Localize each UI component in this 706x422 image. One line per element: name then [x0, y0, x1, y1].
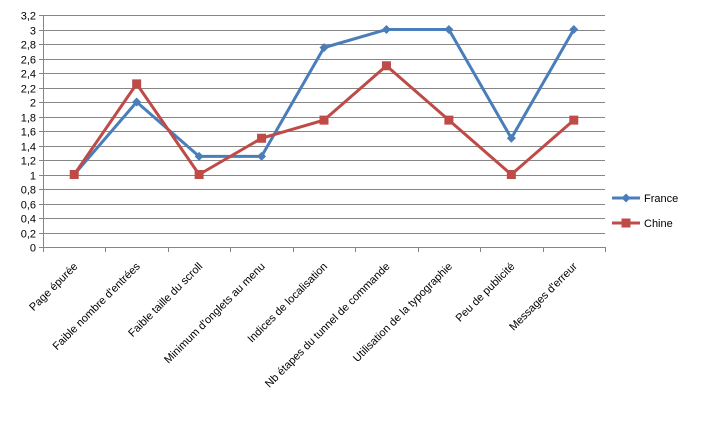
y-tick-label: 2: [30, 98, 36, 110]
y-tick-label: 2,8: [21, 40, 36, 52]
x-tick-label: Nb étapes du tunnel de commande: [263, 261, 393, 391]
axes: [39, 15, 606, 252]
x-tick-label: Minimum d'onglets au menu: [162, 261, 268, 367]
series-chine: [69, 61, 579, 179]
data-point: [381, 25, 391, 34]
data-point: [569, 25, 579, 34]
y-tick-label: 1,6: [21, 127, 36, 139]
y-tick-label: 2,4: [21, 69, 36, 81]
data-point: [569, 115, 579, 125]
series: [69, 25, 579, 179]
legend-label: France: [644, 193, 678, 205]
x-tick-label: Page épurée: [27, 261, 80, 314]
y-tick-label: 1: [30, 171, 36, 183]
y-tick-label: 3: [30, 26, 36, 38]
y-tick-label: 0: [30, 243, 36, 255]
data-point: [132, 79, 142, 89]
data-point: [444, 115, 454, 125]
y-tick-label: 0,8: [21, 185, 36, 197]
data-point: [444, 25, 454, 34]
legend-marker: [621, 193, 631, 203]
data-point: [194, 151, 204, 161]
y-tick-label: 0,4: [21, 214, 36, 226]
y-tick-label: 2,2: [21, 84, 36, 96]
data-point: [506, 170, 516, 179]
y-tick-label: 0,6: [21, 200, 36, 212]
y-tick-labels: 0 0,2 0,4 0,6 0,8 1 1,2 1,4 1,6 1,8 2 2,2 2,4 2,6 2,8 3…: [21, 11, 36, 255]
data-point: [506, 133, 516, 143]
data-point: [194, 170, 204, 179]
y-tick-label: 1,4: [21, 142, 36, 154]
data-point: [257, 151, 267, 161]
y-tick-label: 2,6: [21, 55, 36, 67]
data-point: [319, 43, 329, 53]
legend-item-france: France: [612, 193, 678, 205]
data-point: [381, 61, 391, 71]
data-point: [319, 115, 329, 125]
legend-marker: [621, 218, 631, 228]
x-tick-label: Peu de publicité: [454, 261, 518, 325]
legend-label: Chine: [644, 218, 673, 230]
legend: France Chine: [612, 193, 678, 230]
x-tick-label: Messages d'erreur: [507, 260, 580, 333]
data-point: [132, 97, 142, 107]
legend-item-chine: Chine: [612, 218, 673, 230]
x-tick-label: Utilisation de la typographie: [351, 261, 455, 365]
y-tick-label: 0,2: [21, 229, 36, 241]
data-point: [257, 133, 267, 143]
data-point: [69, 170, 79, 179]
y-tick-label: 1,2: [21, 156, 36, 168]
y-tick-label: 3,2: [21, 11, 36, 23]
y-tick-label: 1,8: [21, 113, 36, 125]
